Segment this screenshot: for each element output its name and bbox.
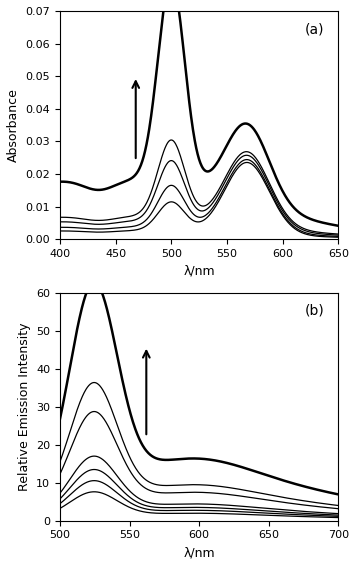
Y-axis label: Relative Emission Intensity: Relative Emission Intensity: [17, 323, 31, 491]
Y-axis label: Absorbance: Absorbance: [7, 88, 20, 162]
X-axis label: λ/nm: λ/nm: [183, 264, 215, 277]
Text: (a): (a): [305, 22, 325, 36]
X-axis label: λ/nm: λ/nm: [183, 546, 215, 559]
Text: (b): (b): [305, 304, 325, 318]
